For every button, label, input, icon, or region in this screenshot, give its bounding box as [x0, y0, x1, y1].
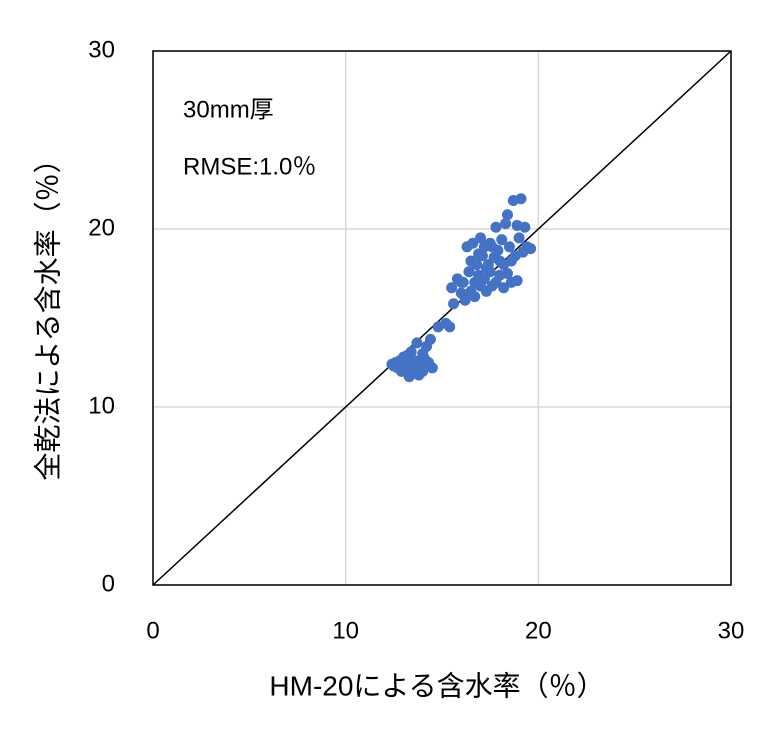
point: [511, 275, 523, 287]
point: [417, 365, 429, 377]
y-tick-label: 10: [88, 392, 115, 419]
point: [480, 262, 492, 274]
point: [519, 221, 531, 233]
point: [455, 276, 467, 288]
point: [475, 232, 487, 244]
point: [498, 282, 510, 294]
point: [424, 333, 436, 345]
point: [494, 255, 506, 267]
point: [496, 234, 508, 246]
point: [396, 365, 408, 377]
y-axis-label: 全乾法による含水率（％）: [32, 145, 63, 480]
x-tick-label: 0: [146, 617, 159, 644]
annotation: 30mm厚: [183, 96, 274, 123]
y-tick-label: 30: [88, 36, 115, 63]
y-tick-label: 0: [102, 570, 115, 597]
point: [463, 266, 475, 278]
annotation: RMSE:1.0％: [183, 153, 316, 180]
x-tick-label: 10: [332, 617, 359, 644]
point: [513, 232, 525, 244]
point: [503, 241, 515, 253]
point: [471, 259, 483, 271]
point: [469, 291, 481, 303]
point: [486, 241, 498, 253]
x-tick-label: 20: [525, 617, 552, 644]
point: [426, 362, 438, 374]
point: [411, 337, 423, 349]
point: [444, 321, 456, 333]
point: [459, 294, 471, 306]
point: [515, 193, 527, 205]
plot-border: [152, 50, 732, 586]
x-tick-label: 30: [718, 617, 745, 644]
point: [448, 298, 460, 310]
y-tick-label: 20: [88, 214, 115, 241]
x-axis-label: HM-20による含水率（％）: [269, 670, 604, 701]
point: [446, 282, 458, 294]
identity-line: [152, 50, 732, 586]
point: [473, 248, 485, 260]
point: [500, 218, 512, 230]
point: [401, 349, 413, 361]
point: [502, 268, 514, 279]
point: [490, 221, 502, 233]
point: [502, 209, 514, 221]
point: [525, 243, 537, 255]
point: [467, 237, 479, 249]
